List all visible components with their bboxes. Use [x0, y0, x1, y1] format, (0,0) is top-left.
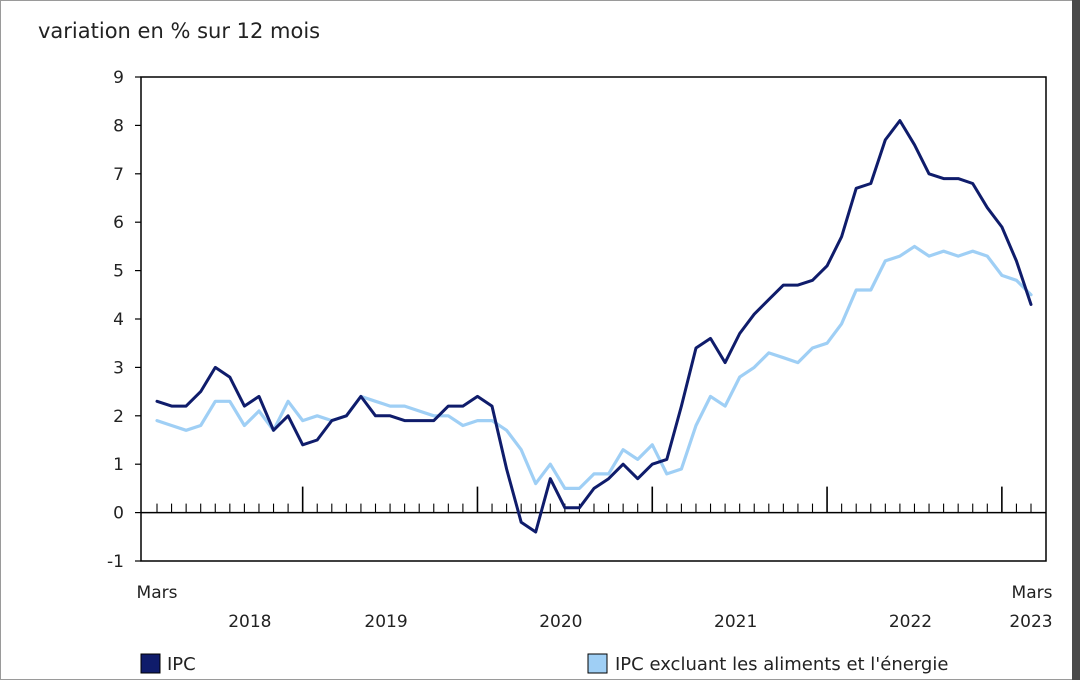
series-line-ipc — [155, 119, 1033, 534]
x-end-month-label: Mars — [1012, 583, 1053, 603]
x-year-label: 2023 — [1009, 612, 1052, 632]
legend-label-ipc-core: IPC excluant les aliments et l'énergie — [615, 654, 948, 675]
legend-swatch-ipc — [140, 653, 161, 674]
y-tick-label: 8 — [113, 116, 124, 136]
label-layer: Mars Mars -1 0 1 2 3 4 5 6 7 8 9 2018 2019 2020 2021 20… — [107, 68, 1053, 632]
y-tick-label: 5 — [113, 262, 124, 282]
axes-layer — [135, 76, 1047, 562]
y-tick-label: 7 — [113, 165, 124, 185]
legend: IPC IPC excluant les aliments et l'énerg… — [140, 653, 948, 675]
window-edge — [1072, 0, 1080, 680]
y-tick-label: 1 — [113, 455, 124, 475]
y-tick-label: -1 — [107, 552, 124, 572]
y-tick-label: 9 — [113, 68, 124, 88]
y-tick-label: 0 — [113, 504, 124, 524]
x-start-month-label: Mars — [137, 583, 178, 603]
x-year-label: 2022 — [889, 612, 932, 632]
x-year-label: 2020 — [539, 612, 582, 632]
y-tick-label: 6 — [113, 213, 124, 233]
series-line-ipc-core — [155, 244, 1033, 490]
x-year-label: 2021 — [714, 612, 757, 632]
x-year-label: 2018 — [228, 612, 271, 632]
y-tick-label: 2 — [113, 407, 124, 427]
x-year-label: 2019 — [364, 612, 407, 632]
chart-title: variation en % sur 12 mois — [38, 19, 320, 43]
legend-swatch-ipc-core — [587, 653, 608, 674]
y-tick-label: 3 — [113, 358, 124, 378]
y-tick-label: 4 — [113, 310, 124, 330]
legend-label-ipc: IPC — [167, 654, 196, 675]
series-layer — [155, 119, 1033, 534]
